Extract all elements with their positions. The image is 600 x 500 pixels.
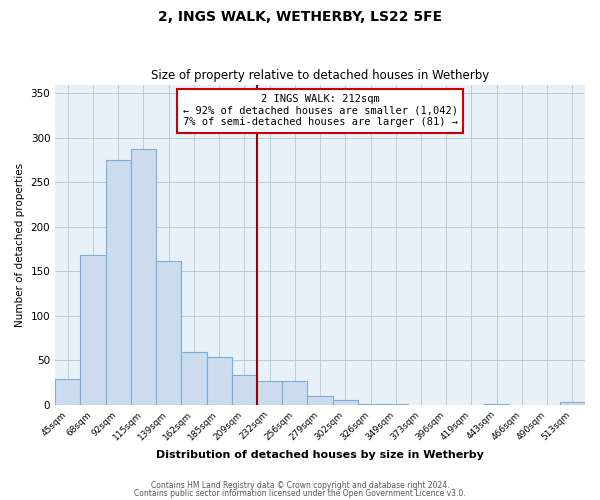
Bar — [232, 376, 257, 404]
Bar — [307, 396, 332, 404]
Text: 2 INGS WALK: 212sqm
← 92% of detached houses are smaller (1,042)
7% of semi-deta: 2 INGS WALK: 212sqm ← 92% of detached ho… — [182, 94, 458, 128]
Bar — [332, 400, 358, 404]
Text: 2, INGS WALK, WETHERBY, LS22 5FE: 2, INGS WALK, WETHERBY, LS22 5FE — [158, 10, 442, 24]
Y-axis label: Number of detached properties: Number of detached properties — [15, 162, 25, 326]
Bar — [560, 402, 585, 404]
Bar — [131, 148, 156, 404]
Bar — [55, 379, 80, 404]
Bar — [181, 352, 206, 405]
Title: Size of property relative to detached houses in Wetherby: Size of property relative to detached ho… — [151, 69, 489, 82]
Bar — [282, 380, 307, 404]
Bar — [106, 160, 131, 404]
Text: Contains public sector information licensed under the Open Government Licence v3: Contains public sector information licen… — [134, 489, 466, 498]
X-axis label: Distribution of detached houses by size in Wetherby: Distribution of detached houses by size … — [156, 450, 484, 460]
Bar — [257, 380, 282, 404]
Bar — [80, 256, 106, 404]
Bar — [156, 260, 181, 404]
Text: Contains HM Land Registry data © Crown copyright and database right 2024.: Contains HM Land Registry data © Crown c… — [151, 480, 449, 490]
Bar — [206, 356, 232, 405]
